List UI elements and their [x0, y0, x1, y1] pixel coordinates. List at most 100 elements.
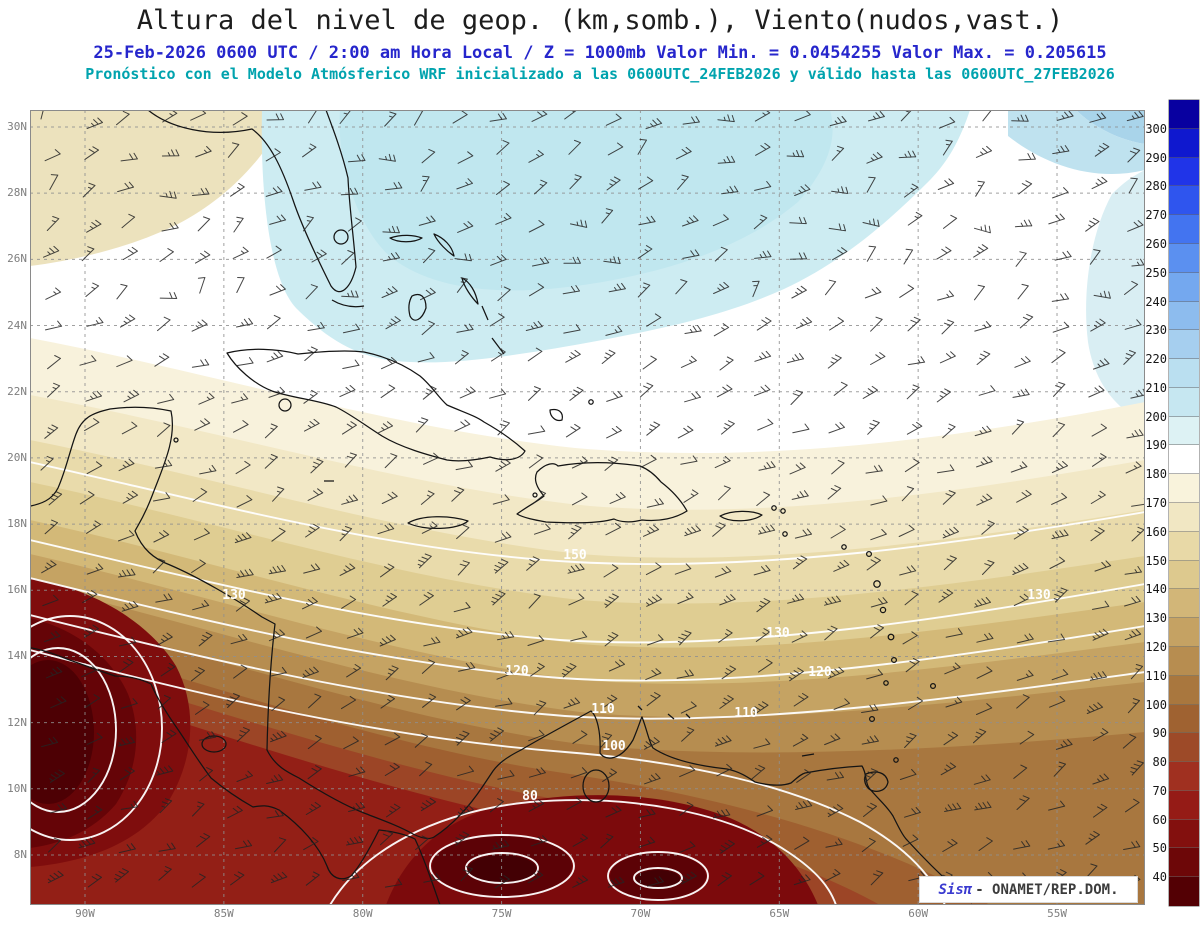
- colorbar-segment: [1169, 272, 1199, 302]
- contour-label: 130: [1027, 588, 1051, 603]
- shaded-field: [30, 110, 1145, 905]
- colorbar-segment: [1169, 215, 1199, 245]
- colorbar-label: 70: [1152, 783, 1167, 798]
- gonave: [532, 492, 538, 498]
- attribution-badge: Sisπ - ONAMET/REP.DOM.: [920, 877, 1137, 902]
- colorbar-segment: [1169, 704, 1199, 734]
- map-canvas: 150 130 130 130 120 120 110 110 100 80: [30, 110, 1145, 905]
- brand-logo: Sisπ: [938, 881, 973, 898]
- colorbar-segment: [1169, 675, 1199, 705]
- lat-tick-label: 16N: [7, 583, 27, 597]
- colorbar-label: 200: [1145, 409, 1167, 424]
- lon-tick-label: 70W: [630, 907, 651, 920]
- colorbar-label: 230: [1145, 323, 1167, 338]
- lat-tick-label: 12N: [7, 715, 27, 729]
- coast-puerto-rico: [719, 510, 763, 522]
- cat-island: [481, 305, 489, 321]
- andros: [408, 293, 427, 321]
- contour-label: 80: [522, 789, 538, 804]
- height-contours: [30, 461, 1145, 905]
- contour-label: 110: [591, 702, 615, 717]
- great-inagua: [549, 408, 564, 422]
- cozumel: [173, 437, 179, 443]
- colorbar-label: 270: [1145, 208, 1167, 223]
- curacao: [667, 713, 675, 720]
- lat-tick-label: 26N: [7, 252, 27, 266]
- colorbar-segment: [1169, 848, 1199, 878]
- colorbar-label: 160: [1145, 524, 1167, 539]
- colorbar-segment: [1169, 819, 1199, 849]
- isle-of-youth: [278, 398, 292, 412]
- tobago: [893, 757, 899, 763]
- lat-tick-label: 10N: [7, 781, 27, 795]
- colorbar-label: 250: [1145, 265, 1167, 280]
- colorbar-label: 110: [1145, 668, 1167, 683]
- contour-label: 120: [505, 664, 529, 679]
- coast-florida: [147, 110, 357, 293]
- lat-tick-label: 20N: [7, 450, 27, 464]
- colorbar-label: 210: [1145, 380, 1167, 395]
- colorbar-label: 180: [1145, 467, 1167, 482]
- header: Altura del nivel de geop. (km,somb.), Vi…: [0, 0, 1200, 83]
- lake-nicaragua: [201, 735, 227, 753]
- colorbar-segment: [1169, 243, 1199, 274]
- colorbar: 300 290 280 270 260 250 240 230 220 210 200 190 180 1…: [1145, 100, 1199, 907]
- coast-cuba: [226, 348, 526, 462]
- colorbar-label: 130: [1145, 611, 1167, 626]
- colorbar-label: 80: [1152, 755, 1167, 770]
- abaco: [433, 233, 455, 257]
- coast-trinidad: [864, 771, 889, 792]
- contour-label: 130: [766, 626, 790, 641]
- lake-okeechobee: [333, 229, 349, 245]
- coast-gulf-caribbean: [30, 406, 973, 904]
- lat-tick-label: 30N: [7, 120, 27, 133]
- colorbar-segment: [1169, 186, 1199, 216]
- lon-tick-label: 90W: [75, 907, 95, 920]
- long-island: [491, 337, 505, 355]
- valid-time-line: 25-Feb-2026 0600 UTC / 2:00 am Hora Loca…: [93, 43, 1107, 63]
- colorbar-segment: [1169, 100, 1199, 130]
- coast-jamaica: [407, 516, 469, 530]
- contour-label: 110: [734, 706, 758, 721]
- colorbar-segment: [1169, 330, 1199, 360]
- colorbar-label: 140: [1145, 582, 1167, 597]
- colorbar-label: 220: [1145, 352, 1167, 367]
- colorbar-segment: [1169, 733, 1199, 763]
- colorbar-segment: [1169, 445, 1199, 475]
- colorbar-label: 260: [1145, 236, 1167, 251]
- colorbar-segment: [1169, 157, 1199, 187]
- colorbar-label: 170: [1145, 496, 1167, 510]
- lon-tick-label: 60W: [908, 907, 929, 920]
- colorbar-segment: [1169, 560, 1199, 590]
- colorbar-segment: [1169, 359, 1199, 389]
- colorbar-segment: [1169, 128, 1199, 159]
- lon-tick-label: 75W: [491, 907, 512, 920]
- coast-pacific: [30, 647, 441, 905]
- lat-tick-label: 28N: [7, 186, 27, 200]
- attribution-text: - ONAMET/REP.DOM.: [975, 881, 1119, 898]
- lat-tick-label: 24N: [7, 318, 27, 332]
- colorbar-label: 90: [1152, 726, 1167, 741]
- lake-maracaibo: [582, 769, 610, 803]
- colorbar-label: 60: [1152, 812, 1167, 827]
- lat-tick-label: 8N: [13, 847, 27, 861]
- contour-label: 150: [563, 548, 587, 563]
- coast-hispaniola: [516, 462, 688, 524]
- turks: [588, 399, 594, 405]
- colorbar-label: 190: [1145, 438, 1167, 453]
- colorbar-segment: [1169, 301, 1199, 331]
- colorbar-label: 280: [1145, 179, 1167, 194]
- map-frame: [30, 110, 1145, 905]
- bonaire: [685, 713, 691, 719]
- colorbar-segment: [1169, 531, 1199, 562]
- lat-tick-label: 14N: [7, 649, 27, 663]
- eleuthera: [461, 277, 479, 305]
- colorbar-label: 300: [1145, 121, 1167, 136]
- colorbar-segment: [1169, 646, 1199, 677]
- lon-tick-label: 55W: [1047, 907, 1067, 920]
- colorbar-segment: [1169, 618, 1199, 648]
- lat-tick-label: 22N: [7, 384, 27, 398]
- lat-tick-label: 18N: [7, 517, 27, 531]
- coastlines: [30, 110, 973, 905]
- colorbar-label: 40: [1152, 870, 1167, 885]
